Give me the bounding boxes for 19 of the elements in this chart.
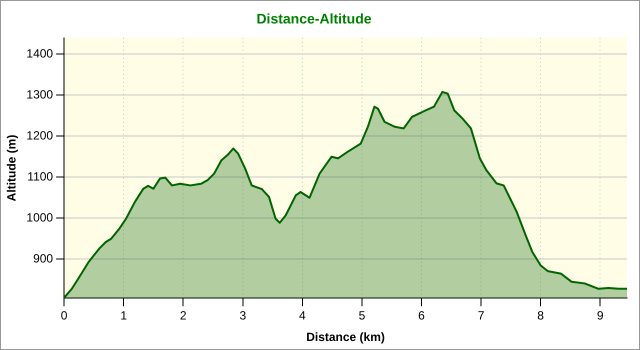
x-axis-title: Distance (km) — [306, 330, 385, 344]
x-tick-label: 4 — [299, 308, 306, 323]
x-tick-label: 1 — [120, 308, 128, 323]
y-tick-label: 1300 — [26, 88, 54, 102]
x-tick-label: 7 — [478, 308, 485, 323]
x-tick-label: 0 — [60, 308, 68, 323]
y-tick-label: 1200 — [26, 128, 54, 143]
x-tick-label: 3 — [239, 308, 246, 323]
chart-title: Distance-Altitude — [256, 10, 372, 26]
x-tick-label: 9 — [596, 308, 604, 323]
y-tick-label: 900 — [33, 252, 54, 266]
y-tick-label: 1100 — [27, 170, 54, 184]
x-tick-label: 5 — [358, 308, 366, 323]
y-axis-title: Altitude (m) — [4, 134, 19, 202]
x-tick-label: 6 — [418, 308, 426, 323]
y-tick-label: 1400 — [26, 46, 54, 61]
x-tick-label: 8 — [537, 308, 544, 323]
y-tick-label: 1000 — [26, 210, 54, 225]
x-tick-label: 2 — [180, 308, 187, 323]
